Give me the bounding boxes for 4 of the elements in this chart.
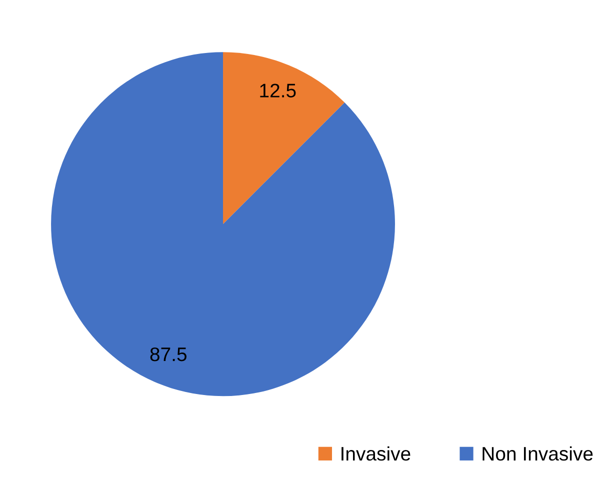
data-label: 12.5 [260,84,296,98]
legend-label: Non Invasive [482,446,593,461]
legend-label: Invasive [342,446,410,461]
data-label: 87.5 [150,347,186,362]
